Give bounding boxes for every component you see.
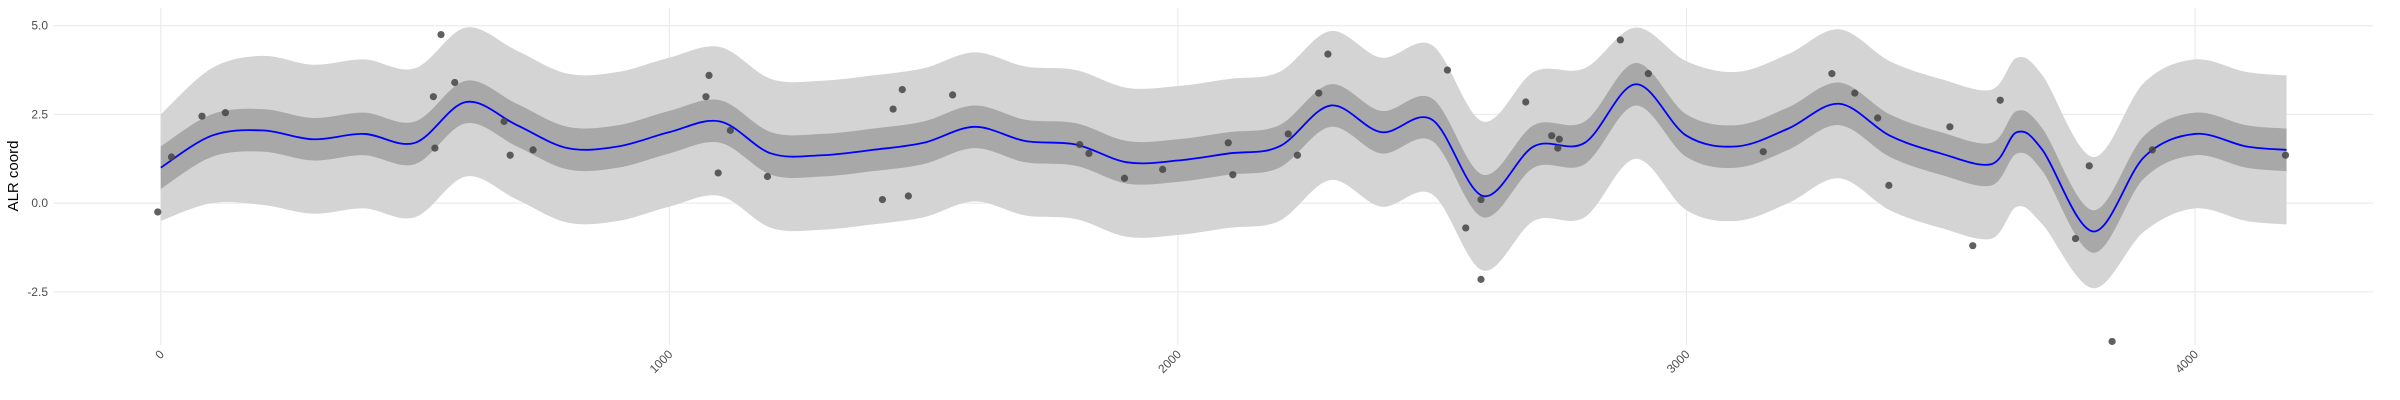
data-point	[198, 112, 206, 120]
data-point	[431, 144, 439, 152]
data-point	[1477, 195, 1485, 204]
data-point	[714, 169, 722, 177]
data-point	[904, 192, 912, 200]
data-point	[1284, 130, 1292, 138]
data-point	[2281, 151, 2290, 159]
data-point	[1462, 224, 1470, 232]
data-point	[1828, 70, 1836, 78]
data-point	[1224, 139, 1232, 147]
data-point	[221, 109, 229, 117]
mean-line	[160, 83, 2287, 233]
data-point	[500, 117, 508, 126]
data-point	[889, 105, 897, 113]
data-point	[506, 151, 514, 159]
data-point	[1555, 135, 1563, 143]
data-point	[1548, 132, 1556, 140]
data-point	[702, 93, 710, 101]
data-point	[1851, 89, 1859, 97]
data-point	[949, 91, 957, 99]
data-point	[1315, 89, 1323, 97]
x-tick-label: 3000	[1664, 347, 1693, 376]
data-point	[763, 172, 772, 181]
data-point	[1554, 144, 1562, 152]
data-point	[529, 146, 537, 154]
data-point	[1076, 140, 1084, 149]
data-point	[1616, 36, 1624, 44]
data-point	[1885, 181, 1893, 189]
data-point	[1443, 66, 1452, 74]
x-tick-label: 4000	[2172, 347, 2201, 376]
data-point	[167, 153, 176, 161]
data-point	[1946, 123, 1954, 131]
data-point	[451, 78, 459, 87]
data-point	[437, 31, 445, 39]
data-point	[2148, 146, 2156, 154]
data-point	[1293, 151, 1302, 159]
data-point	[2108, 337, 2116, 346]
data-point	[1229, 171, 1237, 179]
data-point	[1477, 275, 1485, 283]
data-point	[429, 93, 437, 101]
data-point	[1324, 50, 1332, 58]
data-point	[154, 208, 162, 216]
y-axis-label: ALR coord	[5, 141, 22, 212]
data-point	[1969, 242, 1977, 250]
y-tick-label: -2.5	[27, 285, 48, 299]
data-point	[2071, 234, 2080, 243]
y-tick-label: 5.0	[31, 19, 48, 33]
data-point	[705, 71, 713, 79]
data-point	[1874, 114, 1882, 122]
data-point	[1759, 148, 1767, 156]
inner-band	[160, 62, 2287, 253]
data-point	[726, 126, 734, 134]
data-point	[1085, 149, 1093, 158]
data-point	[2085, 162, 2093, 170]
data-point	[1120, 174, 1129, 182]
x-tick-label: 0	[152, 347, 167, 362]
data-point	[898, 85, 906, 94]
data-point	[1996, 96, 2004, 104]
data-point	[1522, 98, 1530, 106]
x-tick-label: 1000	[647, 347, 676, 376]
x-tick-label: 2000	[1155, 347, 1184, 376]
y-tick-label: 2.5	[31, 107, 48, 121]
data-point	[1644, 70, 1652, 78]
data-point	[878, 195, 887, 204]
data-point	[1159, 165, 1167, 174]
y-tick-label: 0.0	[31, 196, 48, 210]
